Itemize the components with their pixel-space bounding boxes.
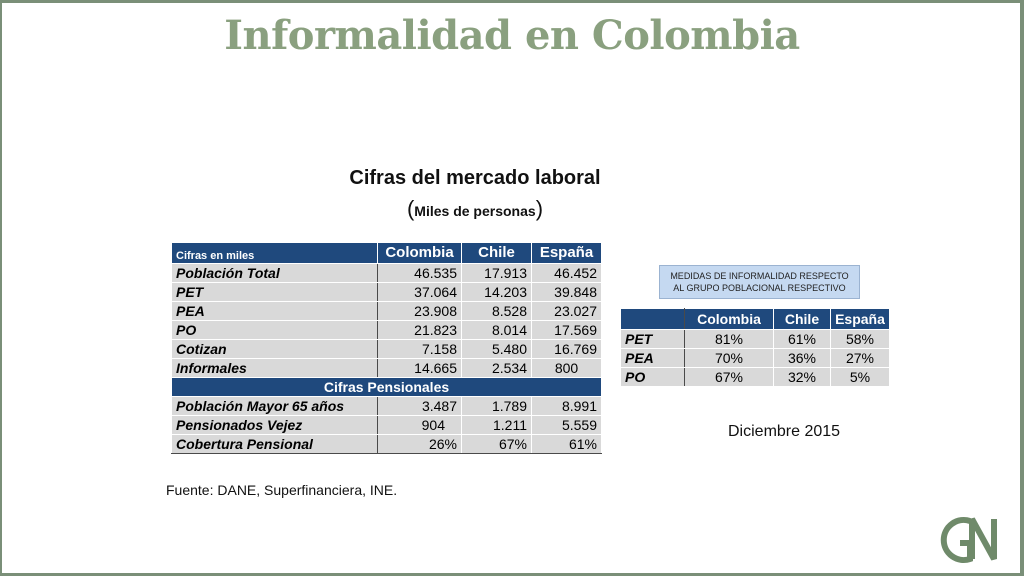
table-cell: 37.064 (377, 282, 462, 302)
table-cell: 23.027 (531, 301, 602, 321)
table-cell: 1.789 (461, 396, 532, 416)
table-corner (620, 308, 685, 330)
table-row: PEA 23.908 8.528 23.027 (171, 301, 602, 321)
table-cell: 21.823 (377, 320, 462, 340)
table-row: PO 67% 32% 5% (620, 367, 890, 387)
gn-logo-icon (940, 517, 997, 563)
pension-section-label: Cifras Pensionales (171, 377, 602, 397)
table-cell: 32% (773, 367, 831, 387)
row-label: Cotizan (171, 339, 378, 359)
note-line: MEDIDAS DE INFORMALIDAD RESPECTO (670, 271, 849, 281)
table-cell: 81% (684, 329, 774, 349)
table-cell: 61% (531, 434, 602, 454)
source-note: Fuente: DANE, Superfinanciera, INE. (166, 482, 398, 498)
table-cell: 8.528 (461, 301, 532, 321)
row-label: PO (620, 367, 685, 387)
table-header-row: Colombia Chile España (620, 308, 890, 330)
table-cell: 5.480 (461, 339, 532, 359)
table-row: PEA 70% 36% 27% (620, 348, 890, 368)
column-header: España (830, 308, 890, 330)
table-cell: 800 (531, 358, 602, 378)
subtitle-text: Miles de personas (414, 203, 536, 219)
table-cell: 36% (773, 348, 831, 368)
table-header-row: Cifras en miles Colombia Chile España (171, 242, 602, 264)
table-row: Población Total 46.535 17.913 46.452 (171, 263, 602, 283)
note-line: AL GRUPO POBLACIONAL RESPECTIVO (673, 283, 846, 293)
table-cell: 16.769 (531, 339, 602, 359)
table-cell: 2.534 (461, 358, 532, 378)
column-header: Chile (773, 308, 831, 330)
table-row: Pensionados Vejez 904 1.211 5.559 (171, 415, 602, 435)
date-label: Diciembre 2015 (728, 423, 841, 440)
table-cell: 17.569 (531, 320, 602, 340)
row-label: PO (171, 320, 378, 340)
row-label: Cobertura Pensional (171, 434, 378, 454)
table-row: PO 21.823 8.014 17.569 (171, 320, 602, 340)
labor-market-table: Cifras en miles Colombia Chile España Po… (171, 242, 602, 454)
informality-measures-note: MEDIDAS DE INFORMALIDAD RESPECTO AL GRUP… (659, 265, 860, 299)
table-cell: 5.559 (531, 415, 602, 435)
table-cell: 7.158 (377, 339, 462, 359)
table-cell: 904 (377, 415, 462, 435)
subtitle-close-paren: ) (535, 196, 544, 221)
row-label: Población Mayor 65 años (171, 396, 378, 416)
table-cell: 14.203 (461, 282, 532, 302)
table-row: Cobertura Pensional 26% 67% 61% (171, 434, 602, 454)
table-cell: 67% (461, 434, 532, 454)
table-cell: 23.908 (377, 301, 462, 321)
section-title: Cifras del mercado laboral (349, 167, 601, 189)
pension-section-row: Cifras Pensionales (171, 377, 602, 397)
table-cell: 1.211 (461, 415, 532, 435)
informality-table: Colombia Chile España PET 81% 61% 58% PE… (620, 308, 890, 387)
table-cell: 3.487 (377, 396, 462, 416)
row-label: PEA (620, 348, 685, 368)
table-cell: 17.913 (461, 263, 532, 283)
table-row: Población Mayor 65 años 3.487 1.789 8.99… (171, 396, 602, 416)
column-header: Chile (461, 242, 532, 264)
row-label: Pensionados Vejez (171, 415, 378, 435)
table-row: PET 37.064 14.203 39.848 (171, 282, 602, 302)
row-label: PET (620, 329, 685, 349)
table-cell: 46.535 (377, 263, 462, 283)
table-cell: 39.848 (531, 282, 602, 302)
table-cell: 67% (684, 367, 774, 387)
row-label: PET (171, 282, 378, 302)
table-cell: 5% (830, 367, 890, 387)
table-row: PET 81% 61% 58% (620, 329, 890, 349)
table-cell: 26% (377, 434, 462, 454)
table-cell: 46.452 (531, 263, 602, 283)
table-row: Informales 14.665 2.534 800 (171, 358, 602, 378)
table-cell: 14.665 (377, 358, 462, 378)
section-subtitle: (Miles de personas) (245, 196, 705, 222)
table-corner-label: Cifras en miles (171, 242, 378, 264)
column-header: España (531, 242, 602, 264)
row-label: PEA (171, 301, 378, 321)
table-cell: 70% (684, 348, 774, 368)
column-header: Colombia (377, 242, 462, 264)
subtitle-open-paren: ( (406, 196, 415, 221)
table-cell: 61% (773, 329, 831, 349)
table-cell: 27% (830, 348, 890, 368)
table-cell: 8.991 (531, 396, 602, 416)
column-header: Colombia (684, 308, 774, 330)
table-row: Cotizan 7.158 5.480 16.769 (171, 339, 602, 359)
table-cell: 8.014 (461, 320, 532, 340)
row-label: Informales (171, 358, 378, 378)
slide-title: Informalidad en Colombia (224, 12, 800, 59)
table-cell: 58% (830, 329, 890, 349)
row-label: Población Total (171, 263, 378, 283)
